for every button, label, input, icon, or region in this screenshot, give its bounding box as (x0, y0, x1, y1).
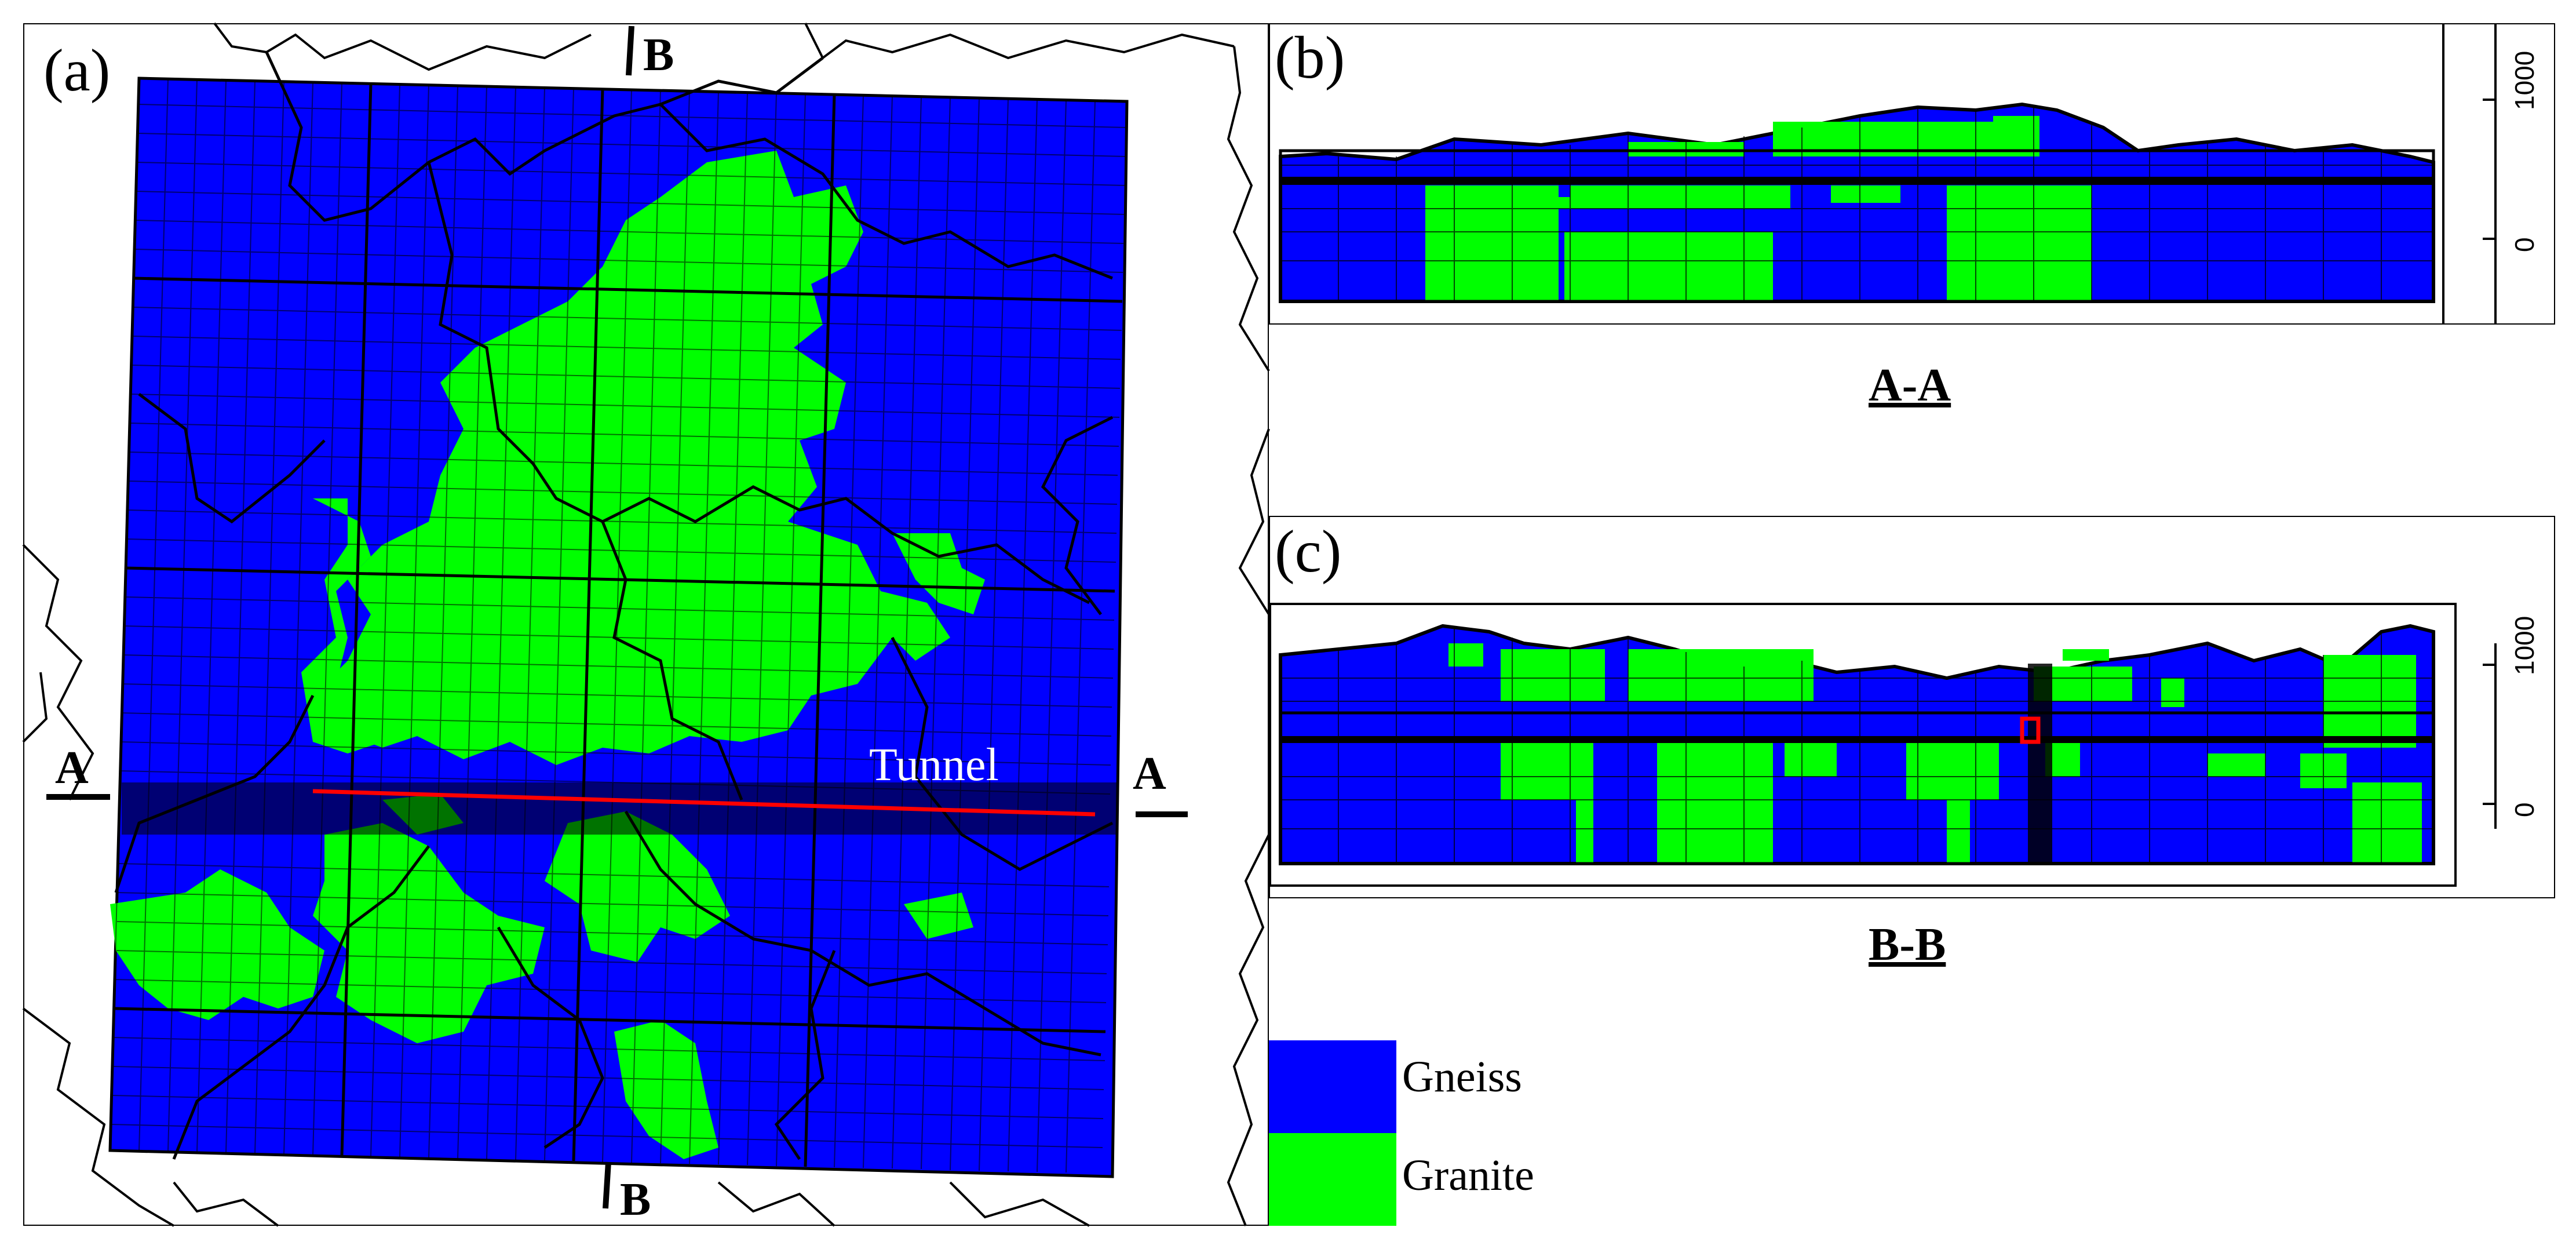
mesh-grid (110, 78, 1127, 1173)
section-a-right-label: A (1133, 748, 1166, 799)
section-aa-scale-tick-top (2483, 99, 2495, 101)
plan-view-map (22, 22, 1270, 1227)
section-bb-plot-border (1269, 603, 2457, 887)
section-b-bottom-label: B (620, 1174, 651, 1225)
section-aa-plot (1279, 102, 2435, 303)
coarse-mesh-lines (114, 83, 1123, 1167)
section-marker-lines (46, 26, 1188, 1209)
section-aa-title: A-A (1869, 360, 1951, 411)
section-aa-tick-1000: 1000 (2509, 50, 2539, 110)
section-bb-plot (1279, 624, 2435, 865)
section-aa-scale-line (2494, 23, 2497, 325)
legend-label-gneiss: Gneiss (1402, 1053, 1522, 1101)
internal-catchment-lines (114, 51, 1114, 1160)
section-bb-scale-tick-bottom (2483, 803, 2495, 805)
tunnel-label: Tunnel (869, 740, 999, 791)
section-bb-tick-0: 0 (2509, 802, 2539, 817)
section-bb-tunnel-marker (2020, 716, 2041, 744)
catchment-boundaries (22, 22, 1270, 1227)
section-bb-title: B-B (1869, 919, 1946, 970)
section-bb-refined-column (2028, 664, 2052, 864)
section-aa-scale-tick-bottom (2483, 238, 2495, 240)
legend-label-granite: Granite (1402, 1151, 1534, 1200)
section-aa-tick-0: 0 (2509, 237, 2539, 252)
section-aa-mesh (1280, 107, 2433, 301)
panel-b-label: (b) (1275, 24, 1345, 91)
section-a-left-label: A (55, 742, 89, 793)
panel-a-label: (a) (43, 37, 111, 104)
legend-swatch-granite (1269, 1133, 1396, 1226)
tunnel-line (312, 789, 1096, 817)
section-bb-scale-line (2494, 643, 2497, 829)
section-b-top-label: B (643, 30, 674, 81)
section-bb-mesh (1280, 629, 2433, 864)
panel-c-label: (c) (1275, 518, 1342, 585)
legend-swatch-gneiss (1269, 1040, 1396, 1133)
section-bb-tick-1000: 1000 (2509, 616, 2539, 675)
section-aa-scale-axis (2442, 23, 2444, 325)
section-aa-tunnel-band (1280, 177, 2433, 185)
section-bb-scale-tick-top (2483, 664, 2495, 666)
section-bb-tunnel-band (1280, 736, 2433, 743)
